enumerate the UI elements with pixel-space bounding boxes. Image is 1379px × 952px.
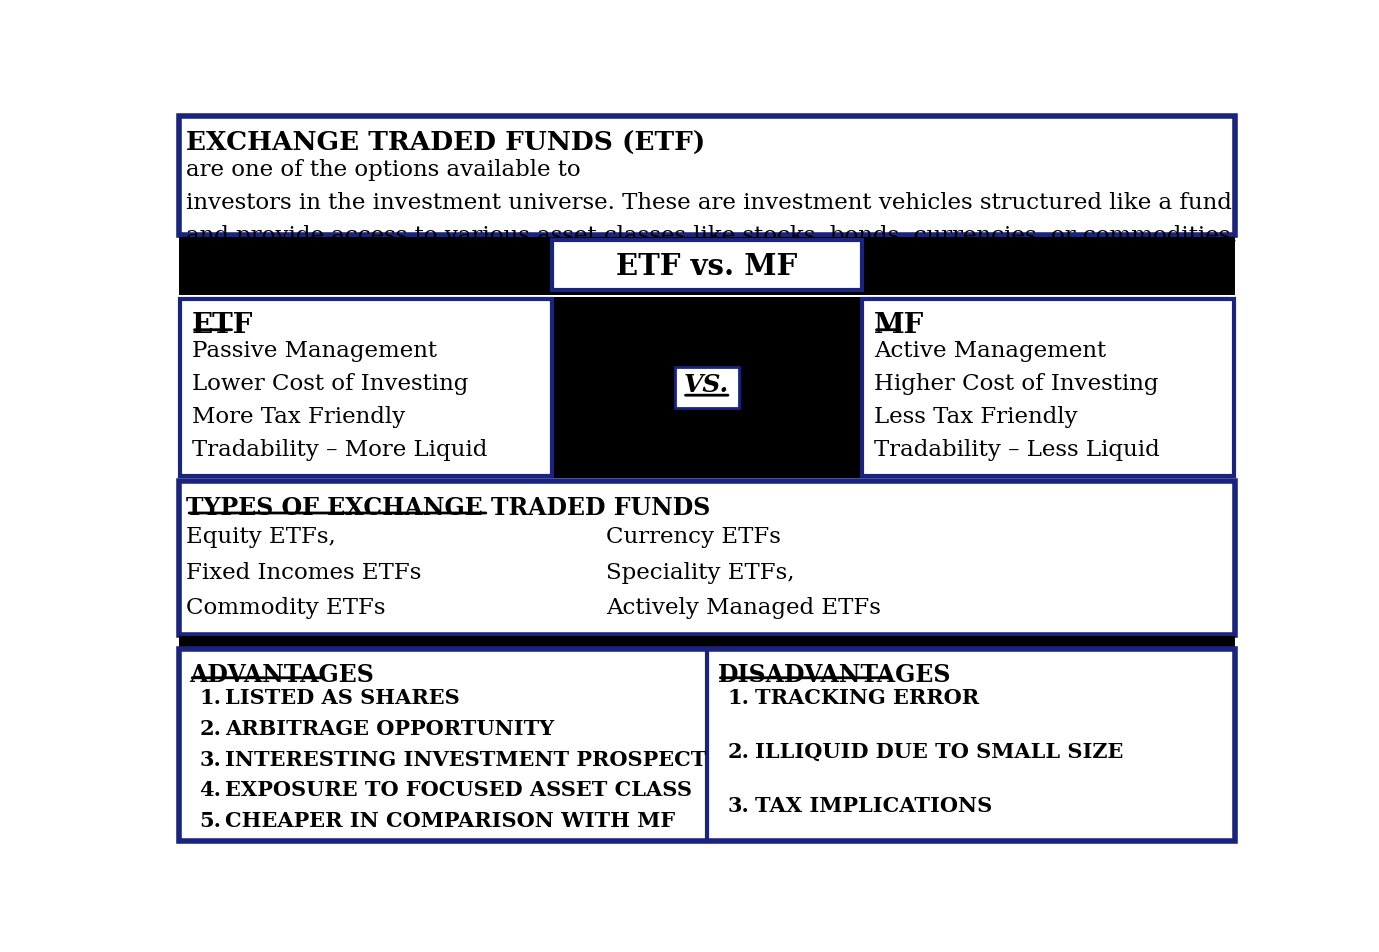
Text: Speciality ETFs,: Speciality ETFs, — [607, 561, 794, 584]
Text: Commodity ETFs: Commodity ETFs — [186, 597, 386, 619]
Text: 4.: 4. — [200, 780, 222, 800]
FancyBboxPatch shape — [178, 297, 1236, 479]
Text: 2.: 2. — [728, 741, 750, 761]
FancyBboxPatch shape — [552, 241, 862, 290]
Text: 5.: 5. — [200, 810, 222, 830]
FancyBboxPatch shape — [178, 649, 1236, 842]
FancyBboxPatch shape — [862, 300, 1234, 477]
Text: ETF vs. MF: ETF vs. MF — [616, 251, 797, 280]
Text: INTERESTING INVESTMENT PROSPECT: INTERESTING INVESTMENT PROSPECT — [225, 749, 706, 769]
FancyBboxPatch shape — [181, 300, 552, 477]
Text: Currency ETFs: Currency ETFs — [607, 526, 782, 547]
FancyBboxPatch shape — [178, 637, 1236, 649]
FancyBboxPatch shape — [674, 367, 739, 408]
Text: Passive Management: Passive Management — [192, 340, 437, 362]
Text: DISADVANTAGES: DISADVANTAGES — [717, 663, 952, 686]
Text: EXPOSURE TO FOCUSED ASSET CLASS: EXPOSURE TO FOCUSED ASSET CLASS — [225, 780, 692, 800]
Text: LISTED AS SHARES: LISTED AS SHARES — [225, 687, 459, 707]
Text: Actively Managed ETFs: Actively Managed ETFs — [607, 597, 881, 619]
FancyBboxPatch shape — [178, 116, 1236, 236]
FancyBboxPatch shape — [178, 481, 1236, 635]
FancyBboxPatch shape — [178, 237, 1236, 296]
Text: ADVANTAGES: ADVANTAGES — [189, 663, 374, 686]
Text: ARBITRAGE OPPORTUNITY: ARBITRAGE OPPORTUNITY — [225, 718, 554, 738]
Text: CHEAPER IN COMPARISON WITH MF: CHEAPER IN COMPARISON WITH MF — [225, 810, 676, 830]
Text: 1.: 1. — [728, 687, 750, 707]
Text: ETF: ETF — [192, 312, 254, 339]
Text: TAX IMPLICATIONS: TAX IMPLICATIONS — [754, 795, 992, 815]
Text: EXCHANGE TRADED FUNDS (ETF): EXCHANGE TRADED FUNDS (ETF) — [186, 130, 706, 155]
Text: Lower Cost of Investing: Lower Cost of Investing — [192, 372, 467, 395]
Text: MF: MF — [874, 312, 924, 339]
Text: Tradability – Less Liquid: Tradability – Less Liquid — [874, 439, 1160, 461]
Text: TYPES OF EXCHANGE TRADED FUNDS: TYPES OF EXCHANGE TRADED FUNDS — [186, 495, 710, 519]
Text: 2.: 2. — [200, 718, 222, 738]
Text: Higher Cost of Investing: Higher Cost of Investing — [874, 372, 1158, 395]
Text: are one of the options available to
investors in the investment universe. These : are one of the options available to inve… — [186, 159, 1238, 247]
Text: 3.: 3. — [200, 749, 222, 769]
Text: Equity ETFs,: Equity ETFs, — [186, 526, 336, 547]
Text: VS.: VS. — [684, 373, 729, 397]
Text: Less Tax Friendly: Less Tax Friendly — [874, 406, 1077, 427]
Text: Active Management: Active Management — [874, 340, 1106, 362]
Text: ILLIQUID DUE TO SMALL SIZE: ILLIQUID DUE TO SMALL SIZE — [754, 741, 1123, 761]
Text: 1.: 1. — [200, 687, 222, 707]
Text: 3.: 3. — [728, 795, 750, 815]
Text: TRACKING ERROR: TRACKING ERROR — [754, 687, 979, 707]
Text: Fixed Incomes ETFs: Fixed Incomes ETFs — [186, 561, 422, 584]
Text: Tradability – More Liquid: Tradability – More Liquid — [192, 439, 487, 461]
Text: More Tax Friendly: More Tax Friendly — [192, 406, 405, 427]
